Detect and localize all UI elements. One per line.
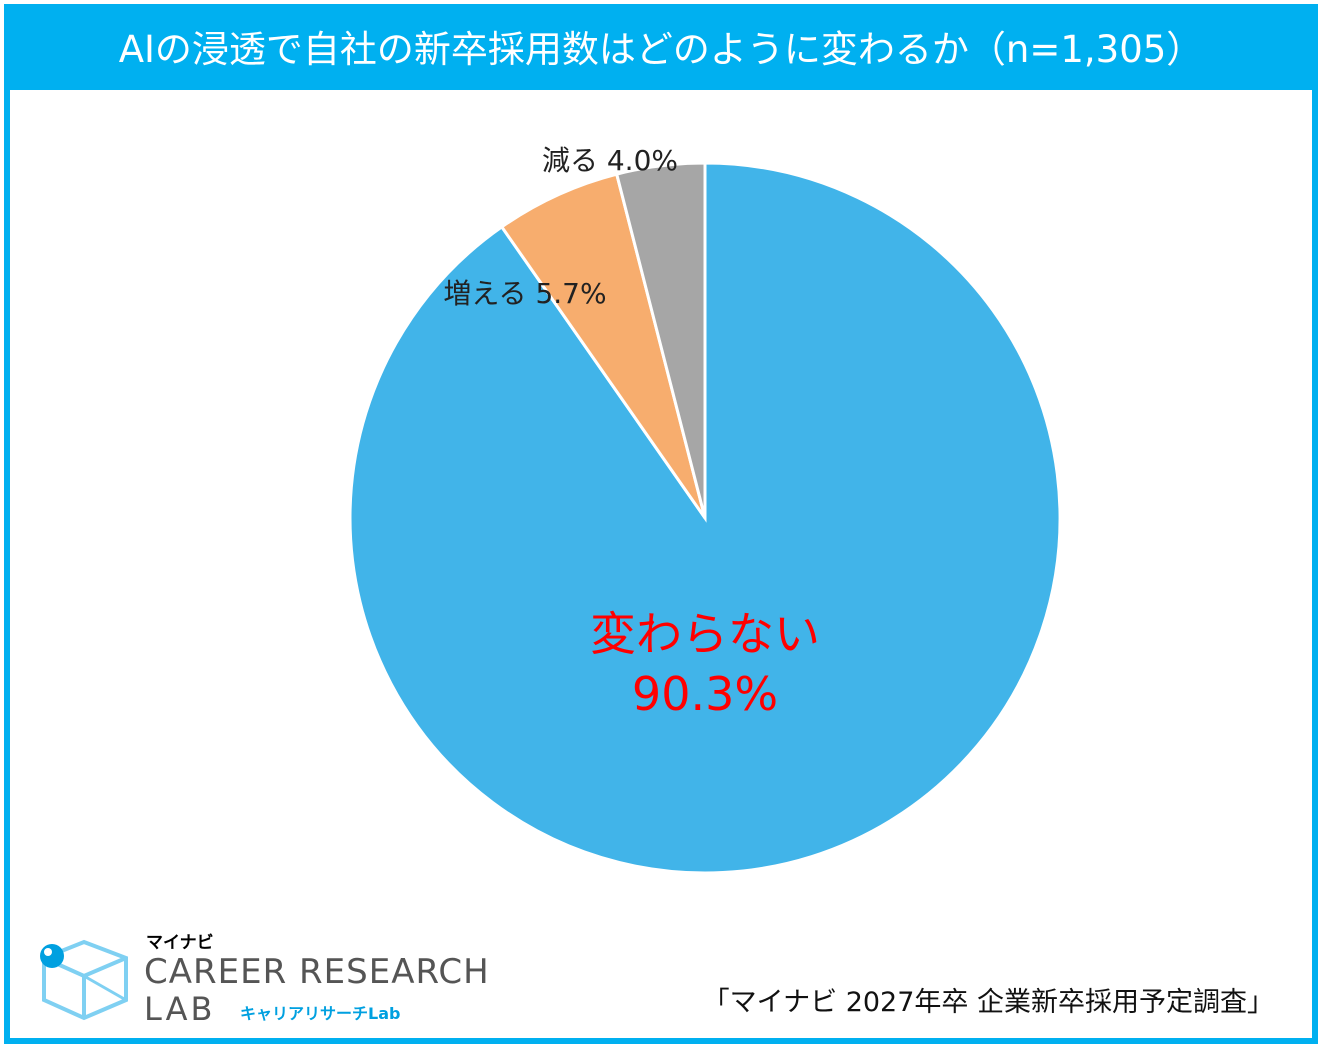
slice-label-decrease: 減る 4.0% <box>542 144 678 177</box>
slice-decrease <box>614 161 707 519</box>
logo-subtitle: キャリアリサーチLab <box>240 1004 401 1023</box>
slice-value-unchanged: 90.3% <box>632 667 778 721</box>
cube-logo-icon <box>40 939 128 1021</box>
logo-lab: LAB <box>144 990 216 1028</box>
slice-label-unchanged: 変わらない <box>590 607 820 661</box>
career-research-lab-logo: マイナビ CAREER RESEARCH LAB キャリアリサーチLab <box>34 928 494 1028</box>
logo-career-research: CAREER RESEARCH <box>144 952 490 992</box>
source-note: 「マイナビ 2027年卒 企業新卒採用予定調査」 <box>702 987 1274 1018</box>
slice-label-increase: 増える 5.7% <box>443 277 606 310</box>
slice-increase <box>499 172 707 519</box>
logo-brand: マイナビ <box>146 933 214 953</box>
slice-unchanged <box>348 161 1062 875</box>
chart-title: AIの浸透で自社の新卒採用数はどのように変わるか（n=1,305） <box>10 10 1312 90</box>
